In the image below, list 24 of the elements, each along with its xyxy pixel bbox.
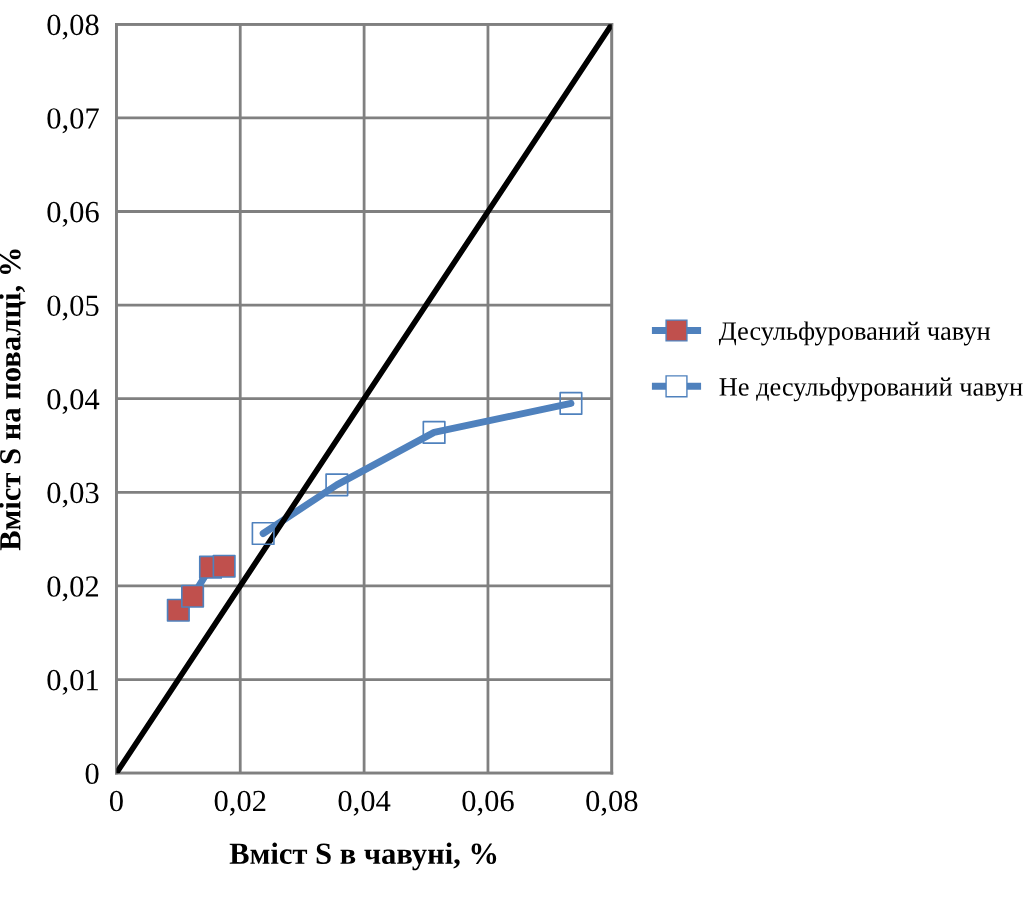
y-tick-label: 0,03 <box>47 482 99 508</box>
x-tick-label: 0,04 <box>338 790 391 816</box>
x-tick-label: 0,06 <box>462 790 514 816</box>
x-tick-label: 0,08 <box>586 790 638 816</box>
y-tick-label: 0,08 <box>47 14 99 40</box>
point <box>325 473 349 497</box>
x-tick-label: 0 <box>109 790 123 812</box>
y-tick-label: 0,04 <box>47 388 100 415</box>
y-tick-label: 0 <box>85 763 99 785</box>
point <box>251 521 275 546</box>
point <box>559 391 583 415</box>
y-tick-label: 0,05 <box>47 295 99 321</box>
y-tick-label: 0,06 <box>47 201 99 227</box>
x-axis-title: Вміст S в чавуні, % <box>229 842 497 871</box>
point <box>180 584 205 608</box>
y-tick-label: 0,02 <box>47 576 99 602</box>
y-tick-label: 0,07 <box>47 108 99 134</box>
y-axis-title: Вміст S на повалці, % <box>0 249 26 551</box>
point <box>422 420 446 444</box>
legend-label: Не десульфурований чавун <box>719 377 1023 402</box>
y-tick-label: 0,01 <box>47 669 98 695</box>
point <box>212 554 236 578</box>
legend-label: Десульфурований чавун <box>718 321 991 346</box>
x-tick-label: 0,02 <box>214 790 266 816</box>
